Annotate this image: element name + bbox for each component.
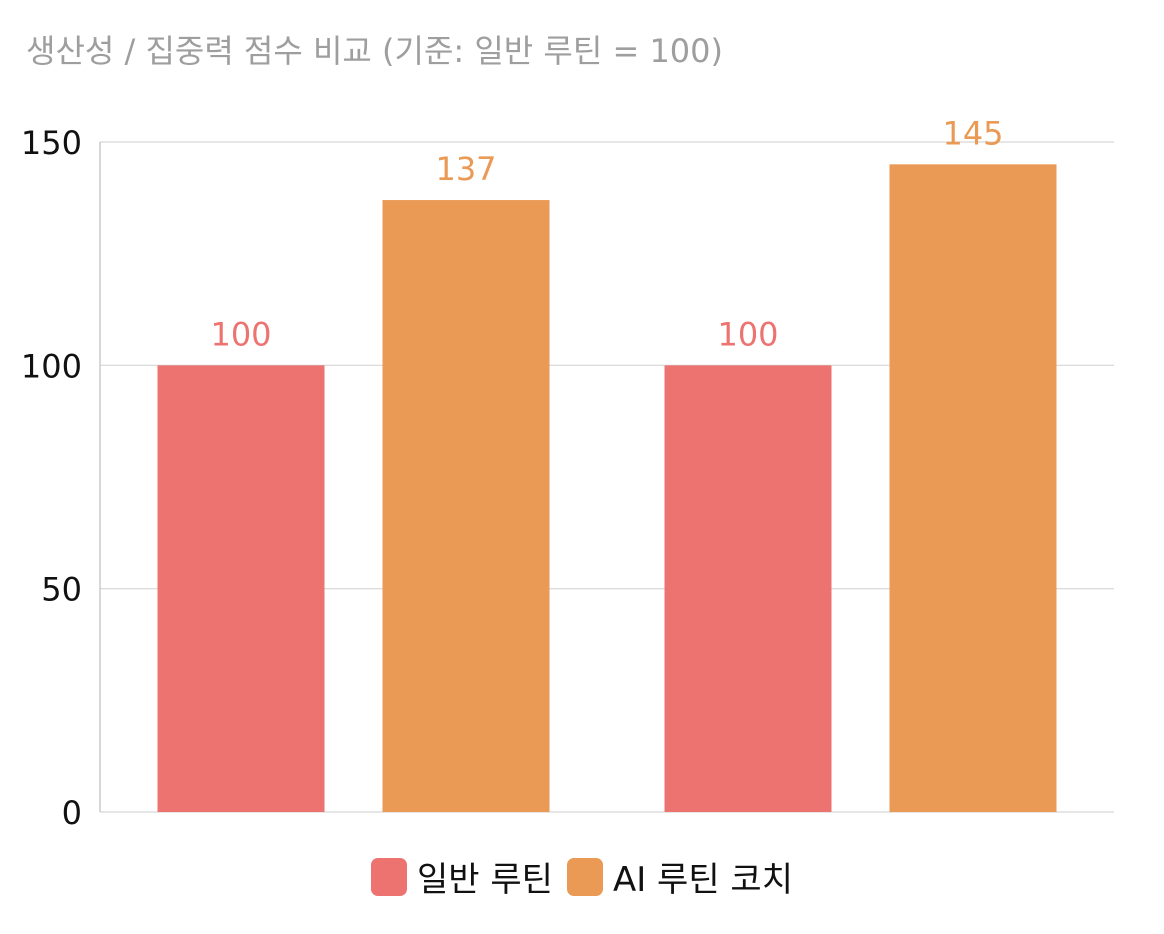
data-labels: 100 137 100 145 bbox=[210, 114, 1003, 353]
y-tick-label: 100 bbox=[21, 347, 82, 385]
legend-label: 일반 루틴 bbox=[417, 860, 553, 900]
bars bbox=[157, 164, 1057, 813]
data-label: 100 bbox=[717, 315, 778, 353]
legend-item-series-0[interactable]: 일반 루틴 bbox=[371, 852, 553, 901]
legend-label: AI 루틴 코치 bbox=[612, 860, 793, 900]
legend-item-series-1[interactable]: AI 루틴 코치 bbox=[566, 852, 793, 901]
data-label: 145 bbox=[942, 114, 1003, 152]
y-tick-label: 150 bbox=[21, 124, 82, 162]
bar[interactable] bbox=[889, 164, 1057, 813]
data-label: 100 bbox=[210, 315, 271, 353]
bar[interactable] bbox=[382, 200, 550, 813]
data-label: 137 bbox=[435, 150, 496, 188]
chart-title: 생산성 / 집중력 점수 비교 (기준: 일반 루틴 = 100) bbox=[26, 32, 724, 70]
bar[interactable] bbox=[664, 365, 832, 812]
y-tick-label: 0 bbox=[62, 794, 82, 832]
legend-swatch bbox=[566, 857, 603, 896]
legend-swatch bbox=[371, 857, 408, 896]
bar[interactable] bbox=[157, 365, 325, 812]
legend: 일반 루틴 AI 루틴 코치 bbox=[0, 852, 1164, 901]
y-axis: 0 50 100 150 bbox=[21, 124, 101, 832]
y-tick-label: 50 bbox=[41, 571, 82, 609]
